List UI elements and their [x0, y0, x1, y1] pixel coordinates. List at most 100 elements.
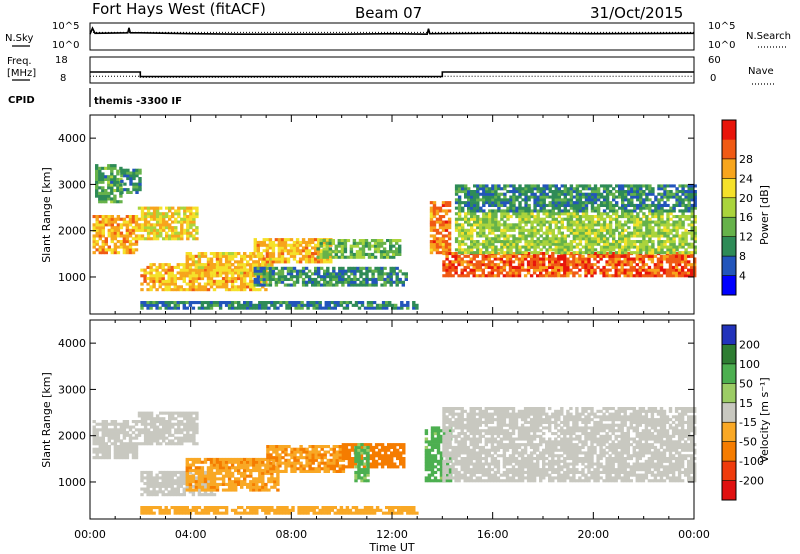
power-cell [203, 254, 208, 258]
power-cell [515, 206, 519, 210]
power-cell [627, 226, 631, 230]
power-cell [170, 306, 174, 310]
power-cell [149, 306, 153, 310]
power-cell [179, 268, 183, 272]
power-cell [518, 217, 522, 221]
power-cell [243, 306, 247, 310]
power-cell [134, 248, 139, 252]
power-cell [445, 268, 449, 272]
power-cell [605, 252, 609, 256]
power-cell [378, 303, 383, 307]
power-cell [630, 187, 634, 191]
power-cell [215, 285, 220, 289]
velocity-cell [243, 480, 247, 484]
velocity-cell [113, 433, 118, 437]
power-cell [533, 234, 537, 238]
power-cell [524, 223, 528, 227]
velocity-cell [215, 463, 220, 467]
power-cell [639, 209, 643, 213]
velocity-cell [176, 482, 180, 486]
power-cell [578, 234, 583, 238]
power-cell [527, 215, 531, 219]
power-cell [527, 187, 531, 191]
power-cell [92, 226, 96, 230]
power-cell [119, 231, 124, 235]
power-cell [584, 271, 588, 275]
power-cell [309, 301, 313, 305]
velocity-cell [164, 482, 168, 486]
power-heatmap [92, 164, 697, 310]
power-cell [621, 192, 625, 196]
power-cell [548, 257, 552, 261]
power-cell [612, 212, 616, 216]
power-cell [612, 206, 616, 210]
velocity-cell [149, 484, 153, 488]
power-cell [463, 265, 467, 269]
velocity-cell [122, 422, 127, 426]
velocity-cell [95, 431, 99, 435]
velocity-cell [203, 480, 208, 484]
velocity-cell [134, 445, 139, 449]
power-cell [126, 188, 130, 192]
velocity-cell [122, 447, 127, 451]
velocity-cell [116, 445, 121, 449]
power-cell [146, 301, 150, 305]
power-cell [277, 272, 282, 276]
power-cell [578, 268, 582, 272]
power-cell [509, 215, 513, 219]
power-cell [195, 231, 199, 235]
power-cell [162, 215, 166, 219]
power-cell [188, 279, 193, 283]
power-cell [663, 184, 667, 188]
power-cell [630, 217, 634, 221]
velocity-cell [104, 422, 108, 426]
power-cell [560, 212, 564, 216]
power-cell [330, 301, 334, 305]
power-cell [326, 272, 330, 276]
power-cell [186, 209, 190, 213]
velocity-cell [143, 414, 148, 418]
power-cell [624, 242, 628, 246]
power-cell [435, 212, 440, 216]
power-cell [512, 242, 516, 246]
power-cell [389, 250, 393, 254]
power-cell [560, 242, 564, 246]
power-cell [530, 190, 534, 194]
power-cell [506, 190, 510, 194]
velocity-cell [162, 422, 166, 426]
power-cell [324, 303, 328, 307]
power-cell [98, 200, 102, 204]
velocity-cell [249, 457, 253, 461]
power-cell [125, 248, 130, 252]
power-cell [482, 212, 486, 216]
power-cell [283, 283, 288, 287]
power-cell [548, 254, 552, 258]
power-cell [590, 237, 595, 241]
velocity-cell [176, 470, 180, 474]
power-cell [101, 217, 105, 221]
power-cell [113, 245, 118, 249]
power-cell [258, 263, 262, 267]
power-cell [578, 215, 583, 219]
velocity-cell [131, 425, 136, 429]
power-cell [508, 263, 513, 267]
power-cell [107, 248, 111, 252]
velocity-cell [155, 431, 160, 435]
power-cell [660, 234, 664, 238]
power-cell [602, 226, 607, 230]
power-region-4 [140, 263, 268, 292]
power-cell [104, 175, 108, 179]
power-cell [332, 269, 336, 273]
power-cell [657, 203, 661, 207]
velocity-cell [101, 439, 105, 443]
power-cell [674, 265, 679, 269]
power-cell [515, 198, 519, 202]
power-cell [554, 234, 558, 238]
power-cell [341, 272, 345, 276]
power-cell [95, 164, 99, 168]
power-cell [581, 228, 586, 232]
power-cell [599, 237, 604, 241]
power-cell [560, 254, 564, 258]
power-cell [454, 192, 459, 196]
power-cell [192, 228, 196, 232]
